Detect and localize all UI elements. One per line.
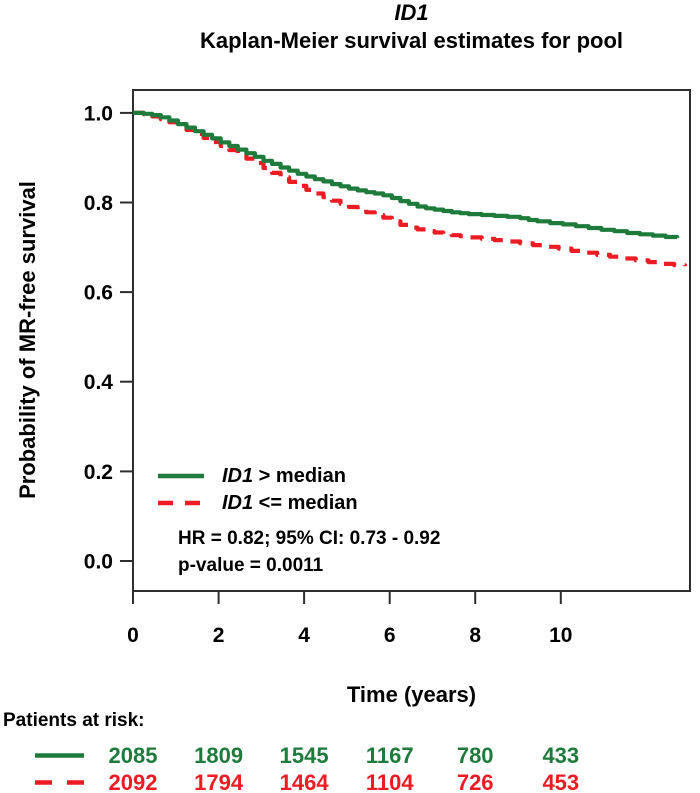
x-axis-title: Time (years): [346, 682, 477, 707]
x-tick-label: 4: [298, 624, 310, 647]
x-tick-label: 10: [549, 624, 572, 647]
risk-count: 2085: [109, 743, 158, 768]
risk-count: 1104: [366, 770, 414, 793]
legend-label-low: ID1 <= median: [222, 492, 358, 515]
plot-box: [132, 89, 691, 592]
y-tick-label: 0.6: [84, 282, 113, 305]
risk-count: 453: [542, 770, 579, 793]
risk-count: 2092: [109, 770, 158, 793]
km-curve-low: [133, 110, 687, 268]
risk-count: 726: [457, 770, 494, 793]
x-tick-label: 0: [127, 624, 139, 647]
risk-count: 1809: [194, 743, 243, 768]
p-value-annotation: p-value = 0.0011: [178, 555, 324, 576]
patients-at-risk-label: Patients at risk:: [3, 710, 145, 731]
x-tick-label: 2: [213, 624, 225, 647]
chart-title: ID1: [394, 0, 429, 25]
chart-subtitle: Kaplan-Meier survival estimates for pool: [199, 28, 624, 53]
y-tick-label: 0.2: [84, 461, 113, 484]
legend-rest-low: <= median: [253, 492, 358, 514]
y-tick-label: 0.4: [84, 371, 114, 394]
x-tick-label: 6: [384, 624, 396, 647]
legend-gene-high: ID1: [222, 465, 254, 487]
y-axis-title: Probability of MR-free survival: [15, 181, 40, 499]
legend-rest-high: > median: [253, 465, 346, 487]
risk-count: 1794: [194, 770, 244, 793]
km-curve-high: [133, 110, 680, 240]
risk-count: 1167: [366, 743, 414, 768]
legend-gene-low: ID1: [222, 492, 254, 514]
risk-count: 780: [457, 743, 494, 768]
risk-count: 433: [542, 743, 579, 768]
y-tick-label: 0.8: [84, 192, 114, 215]
legend-label-high: ID1 > median: [222, 465, 346, 488]
risk-count: 1545: [280, 743, 329, 768]
y-tick-label: 1.0: [84, 102, 113, 125]
hazard-ratio-annotation: HR = 0.82; 95% CI: 0.73 - 0.92: [178, 528, 441, 549]
y-tick-label: 0.0: [84, 551, 113, 574]
risk-count: 1464: [280, 770, 330, 793]
x-tick-label: 8: [469, 624, 481, 647]
